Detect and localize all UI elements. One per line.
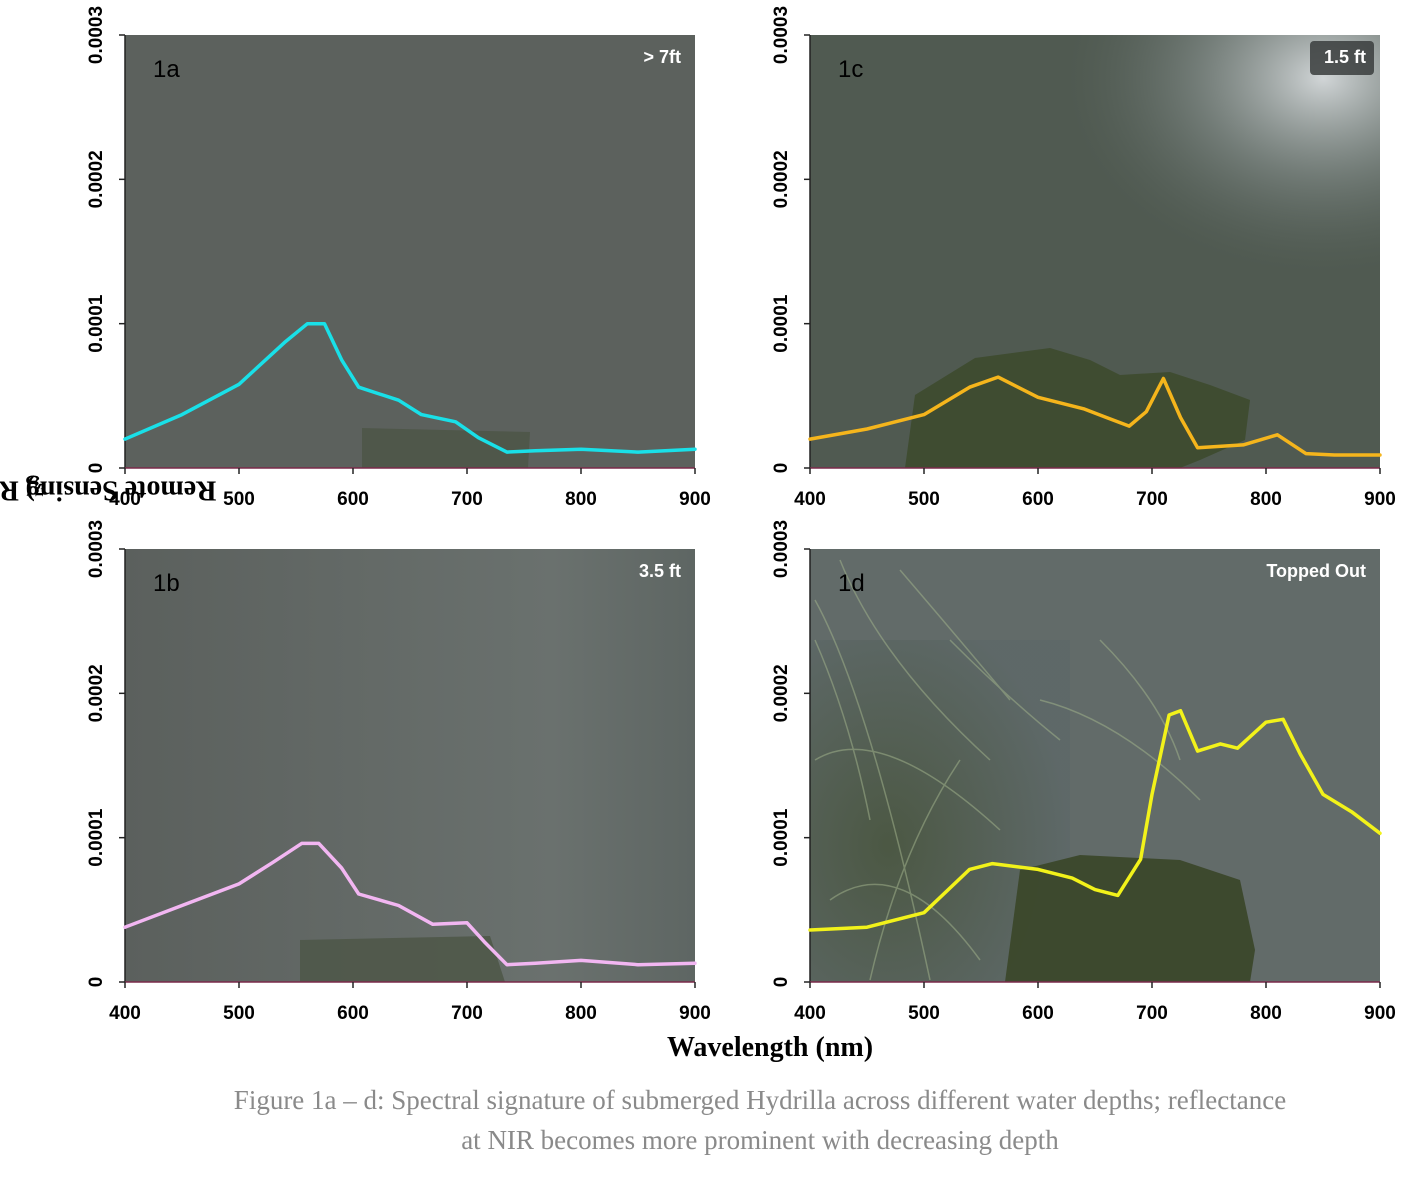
x-tick-label: 900 bbox=[679, 489, 711, 510]
panel-1b-background bbox=[125, 549, 695, 982]
panel-1a-background bbox=[125, 35, 695, 468]
x-tick-label: 600 bbox=[337, 1003, 369, 1024]
x-tick-label: 600 bbox=[1022, 489, 1054, 510]
panel-label-1d: 1d bbox=[838, 570, 865, 597]
x-tick-label: 800 bbox=[1250, 1003, 1282, 1024]
series-line-1b bbox=[123, 841, 697, 967]
y-tick-label: 0.0002 bbox=[771, 664, 792, 722]
x-tick-label: 400 bbox=[109, 1003, 141, 1024]
x-tick-label: 800 bbox=[565, 489, 597, 510]
y-tick-label: 0.0001 bbox=[86, 808, 107, 867]
x-tick-label: 900 bbox=[1364, 489, 1396, 510]
x-tick-label: 900 bbox=[679, 1003, 711, 1024]
panel-label-1a: 1a bbox=[153, 56, 180, 83]
x-tick-label: 500 bbox=[223, 1003, 255, 1024]
panel-1d-background bbox=[810, 549, 1380, 982]
figure-caption: Figure 1a – d: Spectral signature of sub… bbox=[100, 1080, 1411, 1160]
y-tick-label: 0.0003 bbox=[86, 520, 107, 578]
x-tick-label: 700 bbox=[1136, 489, 1168, 510]
y-tick-label: 0.0002 bbox=[771, 150, 792, 208]
y-axis-label: Remote Sensing Reflectance (Rrs) bbox=[0, 475, 217, 507]
y-tick-label: 0.0002 bbox=[86, 664, 107, 722]
y-tick-label: 0.0003 bbox=[771, 520, 792, 578]
x-tick-label: 900 bbox=[1364, 1003, 1396, 1024]
panel-1c-background bbox=[810, 35, 1380, 468]
x-tick-label: 700 bbox=[1136, 1003, 1168, 1024]
y-tick-label: 0.0003 bbox=[86, 6, 107, 64]
y-tick-label: 0 bbox=[86, 463, 107, 474]
x-tick-label: 500 bbox=[908, 1003, 940, 1024]
y-tick-label: 0.0002 bbox=[86, 150, 107, 208]
depth-label-1d: Topped Out bbox=[1266, 561, 1366, 581]
panel-label-1c: 1c bbox=[838, 56, 863, 83]
y-tick-label: 0.0001 bbox=[771, 294, 792, 353]
x-tick-label: 400 bbox=[794, 489, 826, 510]
panel-label-1b: 1b bbox=[153, 570, 180, 597]
x-tick-label: 800 bbox=[1250, 489, 1282, 510]
x-tick-label: 400 bbox=[109, 489, 141, 510]
x-tick-label: 800 bbox=[565, 1003, 597, 1024]
y-tick-label: 0 bbox=[771, 463, 792, 474]
chart-panel-1a: 0 0.0001 0.0002 0.0003 400 500 600 700 800 900 1a >… bbox=[86, 6, 711, 510]
series-line-1a bbox=[123, 321, 697, 454]
x-tick-label: 700 bbox=[451, 489, 483, 510]
y-tick-label: 0.0003 bbox=[771, 6, 792, 64]
x-tick-label: 600 bbox=[1022, 1003, 1054, 1024]
chart-panel-1c: 0 0.0001 0.0002 0.0003 400 500 600 700 800 900 1c 1… bbox=[771, 6, 1396, 510]
y-tick-label: 0.0001 bbox=[86, 294, 107, 353]
caption-line-1: Figure 1a – d: Spectral signature of sub… bbox=[233, 1085, 1287, 1115]
y-tick-label: 0.0001 bbox=[771, 808, 792, 867]
y-tick-label: 0 bbox=[771, 977, 792, 988]
x-tick-label: 500 bbox=[223, 489, 255, 510]
x-tick-label: 600 bbox=[337, 489, 369, 510]
y-tick-label: 0 bbox=[86, 977, 107, 988]
depth-label-1b: 3.5 ft bbox=[639, 561, 681, 581]
x-tick-label: 400 bbox=[794, 1003, 826, 1024]
chart-panel-1b: 0 0.0001 0.0002 0.0003 400 500 600 700 800 900 1b 3… bbox=[86, 520, 711, 1024]
depth-label-1c: 1.5 ft bbox=[1324, 47, 1366, 67]
series-line-1d bbox=[808, 708, 1382, 932]
x-tick-label: 700 bbox=[451, 1003, 483, 1024]
depth-label-1a: > 7ft bbox=[643, 47, 681, 67]
x-axis-label: Wavelength (nm) bbox=[666, 1032, 874, 1063]
chart-panel-1d: 0 0.0001 0.0002 0.0003 400 500 600 700 800 900 1d T… bbox=[771, 520, 1396, 1024]
caption-line-2: at NIR becomes more prominent with decre… bbox=[461, 1125, 1059, 1155]
series-line-1c bbox=[808, 375, 1382, 457]
depth-label-box bbox=[1310, 41, 1374, 75]
x-tick-label: 500 bbox=[908, 489, 940, 510]
